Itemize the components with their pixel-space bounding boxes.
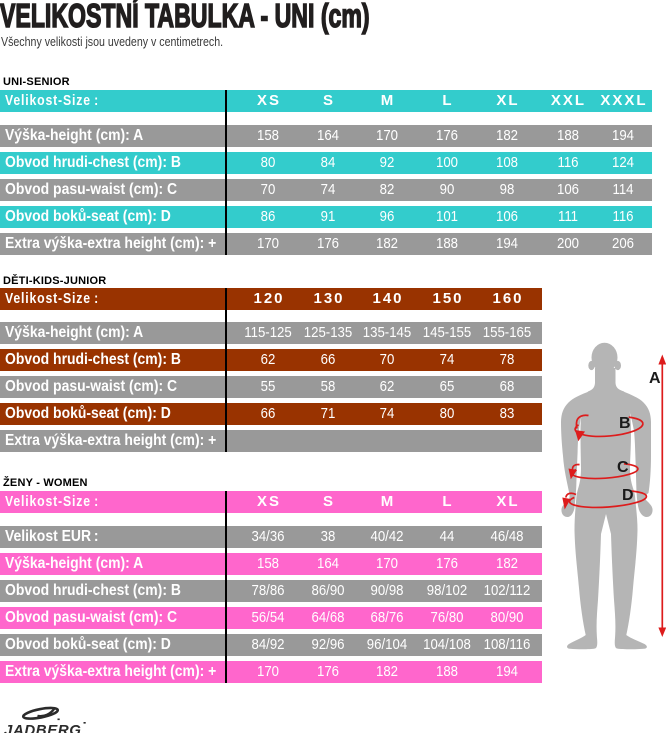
svg-text:JADBERG: JADBERG: [4, 722, 82, 733]
